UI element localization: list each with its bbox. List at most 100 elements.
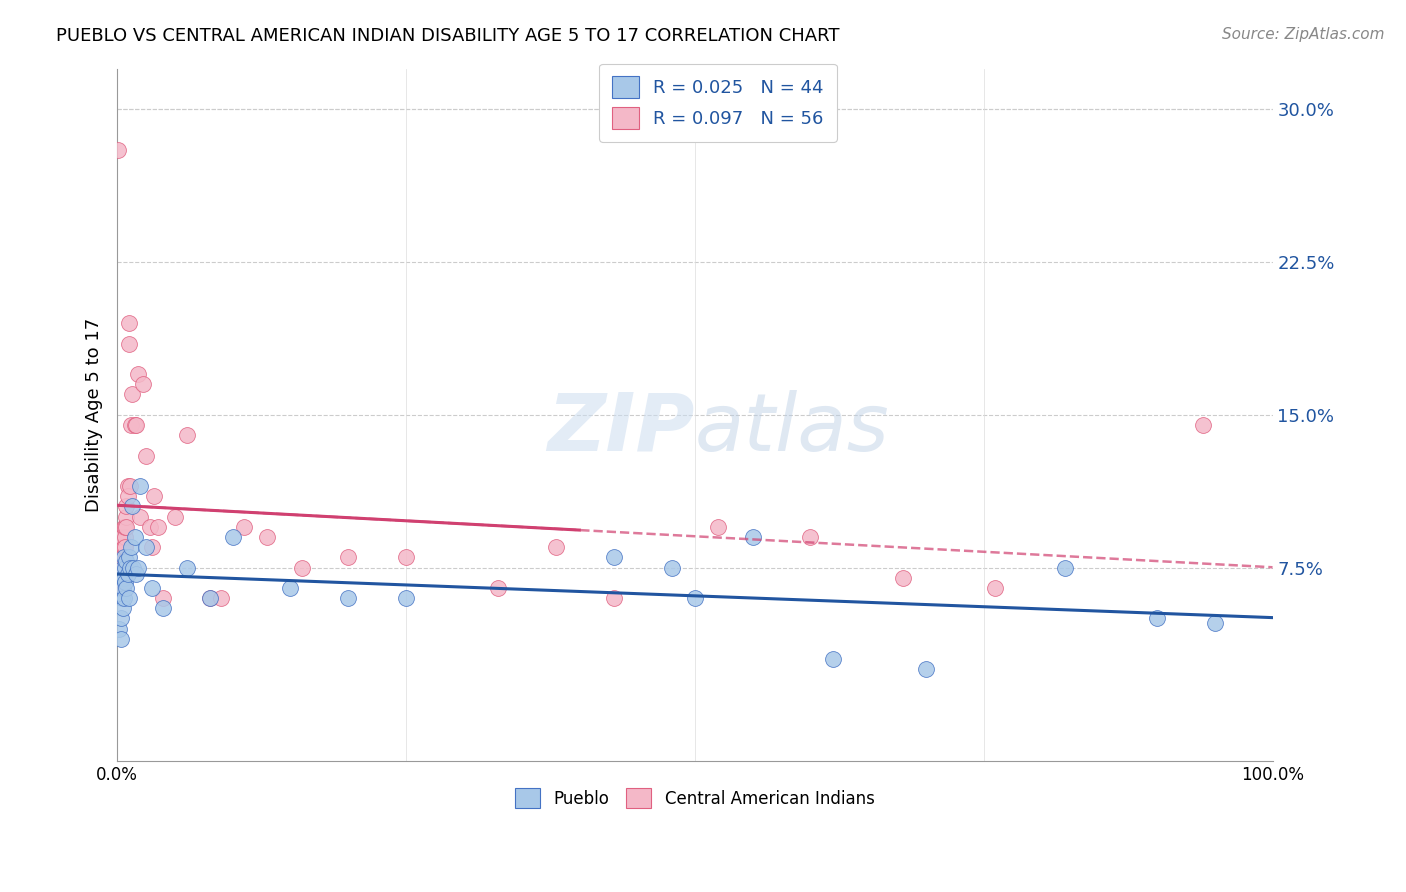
Point bbox=[135, 449, 157, 463]
Point bbox=[117, 566, 139, 581]
Text: PUEBLO VS CENTRAL AMERICAN INDIAN DISABILITY AGE 5 TO 17 CORRELATION CHART: PUEBLO VS CENTRAL AMERICAN INDIAN DISABI… bbox=[56, 27, 839, 45]
Point bbox=[115, 554, 138, 568]
Point bbox=[112, 540, 135, 554]
Point bbox=[108, 550, 131, 565]
Point bbox=[603, 591, 626, 606]
Point bbox=[112, 554, 135, 568]
Point bbox=[395, 591, 418, 606]
Point bbox=[111, 550, 134, 565]
Point bbox=[114, 540, 136, 554]
Point bbox=[127, 560, 149, 574]
Point bbox=[152, 601, 174, 615]
Point bbox=[110, 611, 132, 625]
Point bbox=[120, 417, 142, 432]
Point bbox=[127, 367, 149, 381]
Point bbox=[114, 520, 136, 534]
Point bbox=[107, 143, 129, 157]
Point bbox=[114, 530, 136, 544]
Point bbox=[114, 560, 136, 574]
Point bbox=[141, 540, 163, 554]
Point bbox=[209, 591, 232, 606]
Point bbox=[118, 560, 141, 574]
Point bbox=[124, 417, 146, 432]
Point bbox=[143, 489, 166, 503]
Point bbox=[603, 550, 626, 565]
Point bbox=[111, 601, 134, 615]
Point bbox=[118, 550, 141, 565]
Point bbox=[111, 591, 134, 606]
Point bbox=[120, 540, 142, 554]
Point bbox=[111, 574, 134, 589]
Point bbox=[111, 581, 134, 595]
Point bbox=[488, 581, 510, 595]
Point bbox=[121, 387, 143, 401]
Point bbox=[337, 550, 360, 565]
Point bbox=[111, 571, 134, 585]
Point bbox=[256, 530, 278, 544]
Point bbox=[222, 530, 245, 544]
Point bbox=[1204, 615, 1226, 630]
Legend: Pueblo, Central American Indians: Pueblo, Central American Indians bbox=[509, 781, 882, 815]
Point bbox=[124, 530, 146, 544]
Point bbox=[661, 560, 683, 574]
Point bbox=[233, 520, 256, 534]
Point bbox=[138, 520, 160, 534]
Point bbox=[121, 500, 143, 514]
Point bbox=[111, 560, 134, 574]
Point bbox=[115, 520, 138, 534]
Point bbox=[141, 581, 163, 595]
Point bbox=[110, 560, 132, 574]
Point bbox=[111, 566, 134, 581]
Point bbox=[131, 377, 153, 392]
Point bbox=[1192, 417, 1215, 432]
Y-axis label: Disability Age 5 to 17: Disability Age 5 to 17 bbox=[86, 318, 103, 512]
Point bbox=[280, 581, 302, 595]
Point bbox=[823, 652, 845, 666]
Point bbox=[111, 571, 134, 585]
Text: atlas: atlas bbox=[695, 390, 890, 467]
Point bbox=[112, 571, 135, 585]
Point bbox=[111, 530, 134, 544]
Point bbox=[117, 479, 139, 493]
Point bbox=[198, 591, 221, 606]
Point bbox=[163, 509, 186, 524]
Point bbox=[129, 479, 152, 493]
Point bbox=[118, 479, 141, 493]
Point bbox=[117, 489, 139, 503]
Point bbox=[337, 591, 360, 606]
Point bbox=[799, 530, 821, 544]
Point bbox=[110, 581, 132, 595]
Point bbox=[915, 662, 938, 676]
Point bbox=[176, 428, 198, 442]
Point bbox=[110, 540, 132, 554]
Point bbox=[1146, 611, 1168, 625]
Point bbox=[291, 560, 314, 574]
Point bbox=[891, 571, 914, 585]
Point bbox=[741, 530, 763, 544]
Point bbox=[683, 591, 706, 606]
Point bbox=[707, 520, 730, 534]
Point bbox=[198, 591, 221, 606]
Point bbox=[129, 509, 152, 524]
Point bbox=[112, 591, 135, 606]
Text: ZIP: ZIP bbox=[547, 390, 695, 467]
Point bbox=[115, 581, 138, 595]
Point bbox=[124, 566, 146, 581]
Point bbox=[118, 591, 141, 606]
Point bbox=[122, 560, 145, 574]
Point bbox=[124, 417, 146, 432]
Point bbox=[546, 540, 568, 554]
Point bbox=[176, 560, 198, 574]
Point bbox=[108, 622, 131, 636]
Point bbox=[112, 520, 135, 534]
Text: Source: ZipAtlas.com: Source: ZipAtlas.com bbox=[1222, 27, 1385, 42]
Point bbox=[115, 509, 138, 524]
Point bbox=[114, 574, 136, 589]
Point bbox=[110, 632, 132, 646]
Point bbox=[135, 540, 157, 554]
Point bbox=[118, 336, 141, 351]
Point bbox=[984, 581, 1007, 595]
Point bbox=[115, 500, 138, 514]
Point bbox=[152, 591, 174, 606]
Point bbox=[1053, 560, 1076, 574]
